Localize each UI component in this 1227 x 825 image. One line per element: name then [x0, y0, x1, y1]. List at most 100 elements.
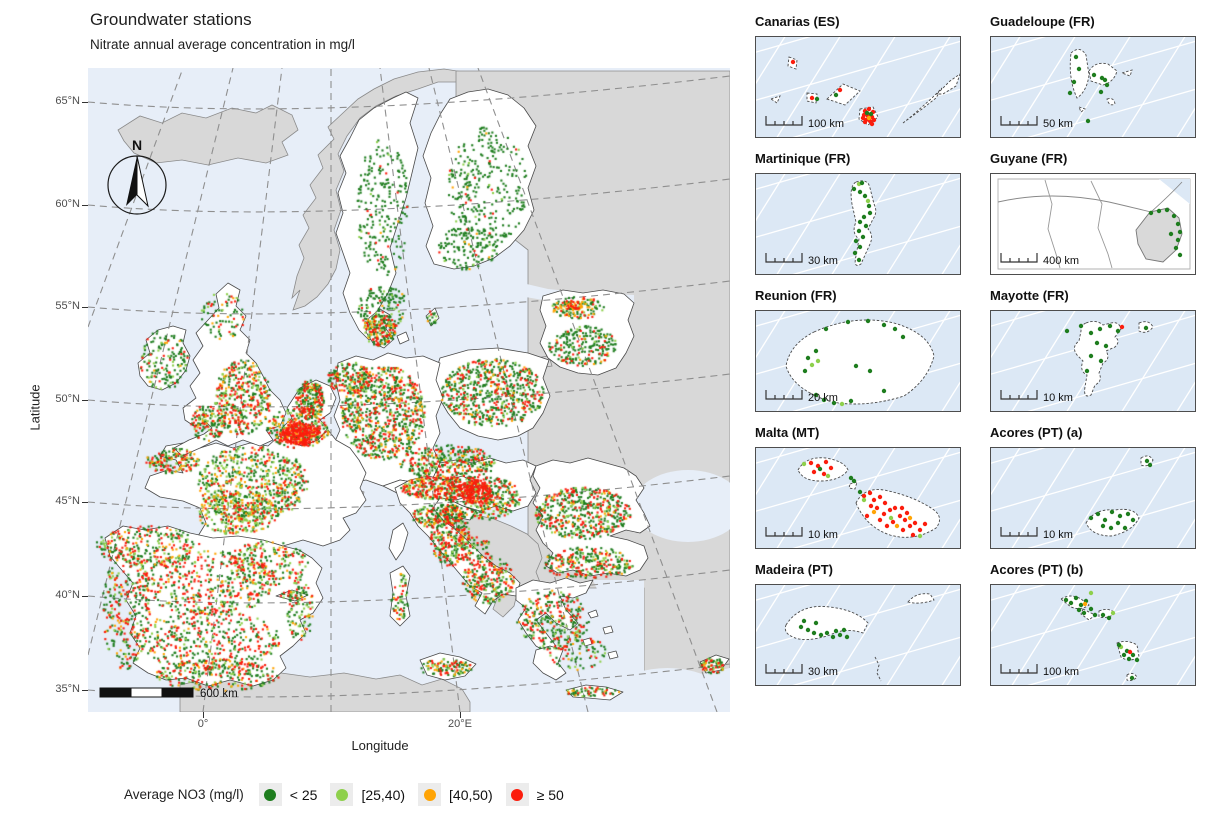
inset-title: Guadeloupe (FR)	[990, 14, 1095, 29]
inset-map-box: 100 km	[715, 0, 1067, 248]
inset-station-dot	[1068, 600, 1074, 606]
inset-station-dot	[866, 115, 872, 121]
inset-map-reunion-fr: Reunion (FR) 20 km	[715, 215, 1067, 522]
inset-land-shape	[935, 72, 961, 95]
inset-land-shape	[1078, 106, 1086, 113]
inset-station-dot	[861, 214, 867, 220]
inset-station-dot	[1144, 458, 1150, 464]
inset-station-dot	[917, 527, 923, 533]
inset-station-dot	[902, 517, 908, 523]
inset-map-box: 400 km	[990, 173, 1196, 275]
inset-station-dot	[1168, 231, 1174, 237]
inset-map-svg: 400 km	[991, 174, 1195, 274]
inset-station-dot	[801, 461, 807, 467]
inset-station-dot	[910, 532, 916, 538]
legend-dot-icon	[335, 788, 348, 801]
inset-land-shape	[769, 95, 781, 104]
inset-station-dot	[877, 517, 883, 523]
inset-station-dot	[1091, 72, 1097, 78]
inset-station-dot	[1081, 610, 1087, 616]
inset-land-shape	[785, 319, 935, 405]
inset-scale-label: 100 km	[808, 118, 844, 130]
inset-station-dot	[1148, 210, 1154, 216]
inset-station-dot	[1078, 602, 1084, 608]
inset-station-dot	[888, 515, 894, 521]
inset-station-dot	[881, 511, 887, 517]
inset-title: Reunion (FR)	[755, 288, 837, 303]
inset-station-dot	[821, 471, 827, 477]
y-tick-mark	[82, 690, 88, 692]
inset-station-dot	[813, 348, 819, 354]
inset-station-dot	[1177, 252, 1183, 258]
inset-station-dot	[871, 117, 877, 123]
inset-scalebar: 100 km	[765, 116, 844, 130]
y-tick-mark	[82, 307, 88, 309]
inset-land-shape	[1074, 320, 1122, 397]
inset-station-dot	[802, 368, 808, 374]
inset-station-dot	[833, 628, 839, 634]
inset-scalebar: 20 km	[765, 390, 838, 404]
inset-station-dot	[1126, 656, 1132, 662]
inset-title: Malta (MT)	[755, 425, 820, 440]
inset-station-dot	[851, 478, 857, 484]
inset-station-dot	[1102, 77, 1108, 83]
inset-maps-grid: Canarias (ES) 100 km Guadeloupe (FR) 50 km M…	[715, 0, 1227, 796]
inset-land-shape	[1150, 181, 1183, 213]
inset-station-dot	[881, 322, 887, 328]
inset-map-svg: 10 km	[715, 352, 1067, 659]
inset-station-dot	[1082, 601, 1088, 607]
inset-station-dot	[1129, 675, 1135, 681]
legend-item: < 25	[258, 783, 317, 806]
inset-station-dot	[865, 198, 871, 204]
inset-station-dot	[869, 121, 875, 127]
inset-station-dot	[1073, 54, 1079, 60]
inset-land-shape	[874, 656, 882, 682]
inset-station-dot	[821, 397, 827, 403]
inset-station-dot	[1108, 525, 1114, 531]
inset-station-dot	[1115, 520, 1121, 526]
inset-station-dot	[853, 238, 859, 244]
inset-land-shape	[907, 593, 935, 604]
inset-station-dot	[1102, 517, 1108, 523]
inset-station-dot	[1130, 517, 1136, 523]
inset-station-dot	[818, 632, 824, 638]
y-tick-mark	[82, 502, 88, 504]
inset-station-dot	[862, 119, 868, 125]
inset-station-dot	[864, 513, 870, 519]
inset-station-dot	[809, 362, 815, 368]
legend-label: [25,40)	[361, 786, 406, 803]
inset-station-dot	[837, 632, 843, 638]
inset-station-dot	[1088, 606, 1094, 612]
y-tick-mark	[82, 102, 88, 104]
legend-key	[505, 783, 529, 806]
inset-land-shape	[784, 605, 869, 640]
inset-station-dot	[860, 115, 866, 121]
inset-scalebar: 10 km	[765, 527, 838, 541]
inset-station-dot	[1127, 649, 1133, 655]
scalebar-label: 600 km	[200, 688, 238, 700]
inset-map-svg: 30 km	[715, 489, 1067, 796]
inset-station-dot	[1092, 612, 1098, 618]
inset-station-dot	[859, 180, 865, 186]
inset-station-dot	[866, 203, 872, 209]
inset-map-box: 100 km	[950, 489, 1227, 796]
inset-station-dot	[1177, 229, 1183, 235]
inset-station-dot	[1109, 509, 1115, 515]
inset-map-svg: 50 km	[950, 0, 1227, 248]
inset-station-dot	[825, 473, 831, 479]
inset-land-shape	[1044, 179, 1061, 269]
inset-station-dot	[1121, 652, 1127, 658]
inset-station-dot	[1098, 89, 1104, 95]
station-dots-layer	[88, 68, 730, 712]
inset-station-dot	[851, 186, 857, 192]
inset-station-dot	[813, 620, 819, 626]
inset-land-shape	[1090, 180, 1113, 269]
inset-station-dot	[884, 523, 890, 529]
legend-key	[418, 783, 442, 806]
inset-station-dot	[811, 630, 817, 636]
inset-station-dot	[900, 334, 906, 340]
inset-station-dot	[1064, 328, 1070, 334]
main-scalebar: 600 km	[99, 687, 238, 700]
inset-station-dot	[907, 515, 913, 521]
inset-station-dot	[887, 507, 893, 513]
